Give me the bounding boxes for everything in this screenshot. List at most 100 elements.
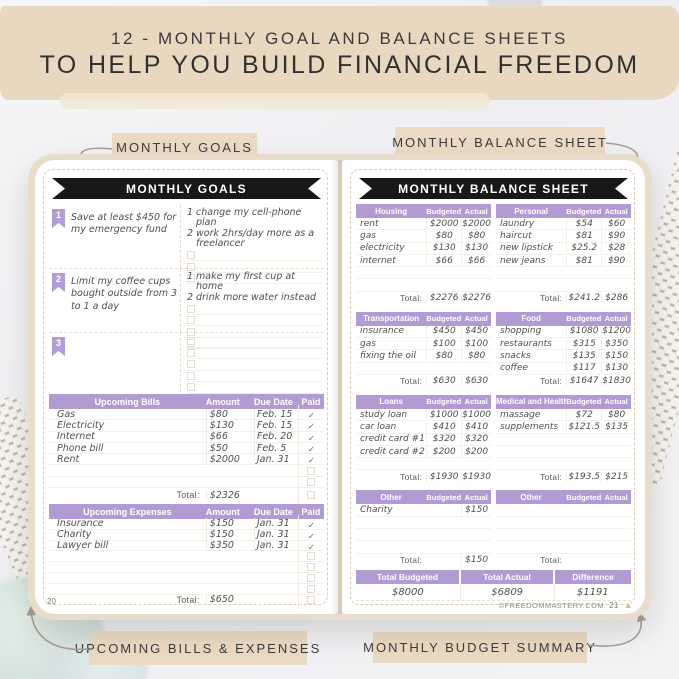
cell-actual: $130 (601, 363, 631, 374)
cell-item: credit card #1 (360, 434, 425, 445)
summary-value-2: $6809 (459, 584, 554, 600)
col-header-due-date: Due Date (253, 396, 293, 407)
goal-row: 3 (49, 333, 324, 405)
col-header-actual: Actual (604, 314, 628, 324)
section-loans: Loans Budgeted Actual study loan $1000 $1000 c… (356, 394, 491, 483)
checkbox-icon (187, 371, 195, 380)
col-header-budgeted: Budgeted (566, 206, 602, 216)
budget-summary: Total Budgeted Total Actual Difference $80… (356, 570, 631, 601)
cell-item: haircut (500, 230, 532, 241)
total-amount: $650 (205, 594, 254, 606)
cell-actual: $350 (601, 338, 631, 349)
cell-amount: $50 (205, 442, 254, 454)
action-line-empty (187, 273, 322, 285)
section-row-item: supplements $121.5 $135 (496, 421, 631, 434)
section-row-empty (356, 267, 491, 280)
headline-line1: 12 - MONTHLY GOAL AND BALANCE SHEETS (111, 29, 568, 48)
action-text: change my cell-phone plan (196, 207, 302, 229)
section-row-item: snacks $135 $150 (496, 350, 631, 363)
cell-actual: $80 (461, 230, 491, 241)
cell-paid: ✓ (297, 514, 324, 533)
goal-number-ribbon: 2 (52, 273, 65, 292)
total-budgeted: $1930 (426, 471, 461, 482)
section-row-item: car loan $410 $410 (356, 421, 491, 434)
checkmark-icon: ✓ (307, 541, 315, 552)
total-actual: $2276 (461, 293, 491, 304)
cell-budgeted: $81 (566, 255, 601, 266)
cell-name: Lawyer bill (57, 540, 109, 551)
col-header-budgeted: Budgeted (426, 314, 462, 324)
cell-budgeted: $1080 (566, 326, 601, 337)
section-row-item: fixing the oil $80 $80 (356, 350, 491, 363)
section-row-item: gas $100 $100 (356, 338, 491, 351)
checkbox-icon (307, 563, 316, 572)
section-row: Housing Budgeted Actual rent $2000 $2000 gas $8… (356, 204, 631, 305)
checkbox-icon (187, 262, 195, 271)
section-total-row: Total: $241.2 $286 (496, 292, 631, 305)
cell-actual: $150 (601, 351, 631, 362)
cell-due-date: Jan. 31 (253, 529, 298, 541)
action-text: work 2hrs/day more as a freelancer (196, 227, 315, 250)
dashed-frame (43, 169, 328, 605)
cell-name: Gas (57, 408, 76, 420)
section-food: Food Budgeted Actual shopping $1080 $1200 rest… (496, 311, 631, 388)
summary-header-3: Difference (555, 570, 631, 584)
action-line-empty (187, 382, 322, 394)
section-row-item: internet $66 $66 (356, 255, 491, 268)
section-header: Personal Budgeted Actual (496, 204, 631, 218)
section-row-item: study loan $1000 $1000 (356, 409, 491, 422)
section-other: Other Budgeted Actual Total: (496, 490, 631, 566)
cell-paid (297, 579, 324, 598)
cell-actual: $80 (601, 409, 631, 420)
cell-paid: ✓ (297, 416, 324, 435)
col-header-amount: Amount (205, 506, 240, 517)
action-number: 2 (187, 227, 194, 239)
col-header-budgeted: Budgeted (566, 397, 602, 407)
cell-budgeted: $410 (426, 421, 461, 432)
cell-name: Insurance (57, 518, 104, 530)
section-row-item: credit card #2 $200 $200 (356, 446, 491, 459)
total-label: Total: (176, 594, 200, 605)
cell-item: fixing the oil (360, 351, 417, 362)
table-header-row: Upcoming Bills Amount Due Date Paid (49, 394, 324, 409)
total-label: Total: (400, 293, 423, 304)
callout-monthly-balance-sheet: MONTHLY BALANCE SHEET (392, 127, 606, 157)
section-row-empty (496, 517, 631, 530)
total-label: Total: (540, 555, 563, 566)
section-row-item: credit card #1 $320 $320 (356, 434, 491, 446)
table-row: Electricity $130 Feb. 15 ✓ (49, 416, 324, 435)
cell-amount: $150 (205, 518, 254, 530)
section-row-item: coffee $117 $130 (496, 363, 631, 375)
cell-paid (297, 461, 324, 480)
goal-number-ribbon: 3 (52, 337, 65, 356)
banner-monthly-balance-sheet: MONTHLY BALANCE SHEET (359, 178, 628, 199)
cell-item: new lipstick (500, 243, 554, 254)
total-actual: $630 (461, 376, 491, 387)
total-actual: $150 (461, 555, 491, 566)
table-row-empty (49, 568, 324, 587)
goal-text-cell: 1 Save at least $450 for my emergency fun… (49, 205, 180, 268)
action-line-empty (187, 348, 322, 359)
col-header-actual: Actual (464, 314, 488, 324)
cell-amount: $66 (205, 431, 254, 443)
cell-paid (297, 547, 324, 566)
goals-list: 1 Save at least $450 for my emergency fun… (49, 205, 324, 405)
total-label: Total: (400, 555, 423, 566)
cell-item: insurance (360, 326, 405, 337)
goal-number-ribbon: 1 (52, 209, 65, 228)
upcoming-bills-table: Upcoming Bills Amount Due Date Paid Gas $80 Fe… (49, 394, 324, 505)
table-row-empty (49, 558, 324, 577)
section-name: Loans (379, 397, 403, 407)
cell-budgeted: $200 (426, 446, 461, 457)
section-header: Medical and Health Budgeted Actual (496, 394, 631, 409)
page-monthly-goals: MONTHLY GOALS 1 Save at least $450 for my… (35, 160, 338, 614)
cell-item: restaurants (500, 338, 552, 349)
section-row-item: massage $72 $80 (496, 409, 631, 422)
cell-actual: $90 (601, 255, 631, 266)
table-row-empty (49, 461, 324, 480)
checkbox-icon (307, 491, 316, 500)
cell-due-date: Feb. 20 (253, 431, 298, 443)
cell-paid (297, 558, 324, 577)
table-row: Internet $66 Feb. 20 ✓ (49, 427, 324, 446)
section-row-empty (496, 446, 631, 459)
